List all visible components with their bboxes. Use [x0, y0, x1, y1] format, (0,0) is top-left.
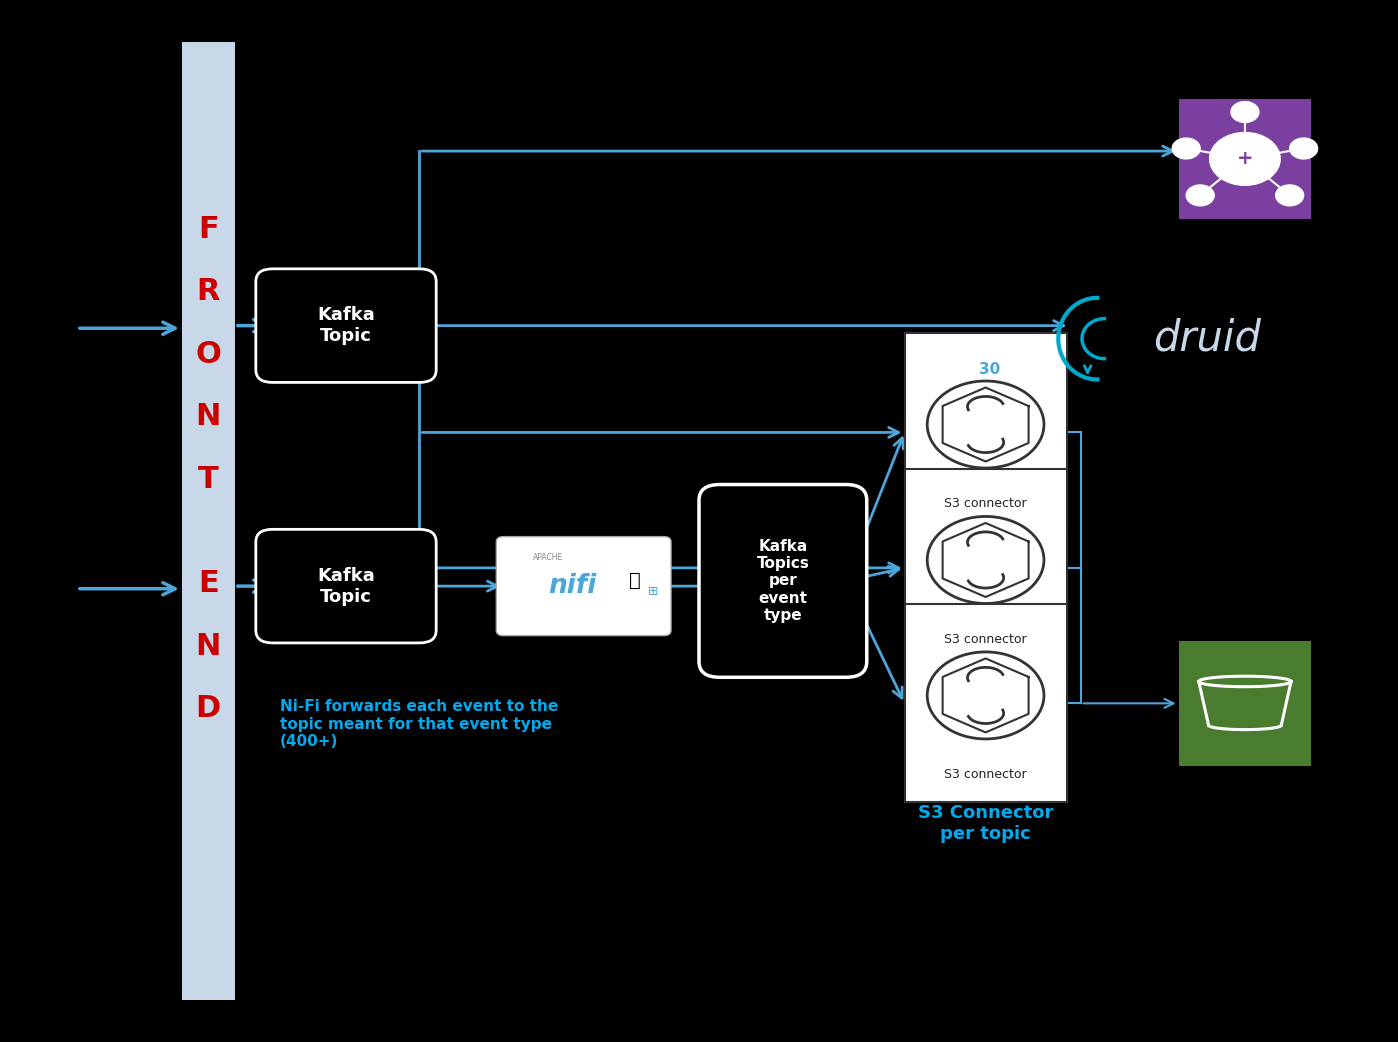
FancyBboxPatch shape	[182, 42, 235, 1000]
Text: Kafka
Topics
per
event
type: Kafka Topics per event type	[756, 539, 809, 623]
Text: S3 connector: S3 connector	[944, 768, 1028, 782]
FancyBboxPatch shape	[905, 604, 1067, 802]
Text: +: +	[1237, 149, 1253, 169]
Text: S3 connector: S3 connector	[944, 632, 1028, 646]
Circle shape	[1275, 185, 1303, 206]
Text: N: N	[196, 631, 221, 661]
Text: ⊞: ⊞	[647, 585, 658, 598]
Text: Kafka
Topic: Kafka Topic	[317, 567, 375, 605]
Text: E: E	[199, 569, 218, 598]
Text: nifi: nifi	[548, 573, 597, 599]
Text: Kafka
Topic: Kafka Topic	[317, 306, 375, 345]
Text: O: O	[196, 340, 221, 369]
Text: N: N	[196, 402, 221, 431]
Circle shape	[1186, 185, 1213, 206]
Circle shape	[1230, 101, 1258, 122]
Text: Ni-Fi forwards each event to the
topic meant for that event type
(400+): Ni-Fi forwards each event to the topic m…	[280, 699, 558, 749]
Circle shape	[1289, 139, 1317, 158]
FancyBboxPatch shape	[1179, 99, 1311, 219]
Circle shape	[1209, 133, 1281, 185]
FancyBboxPatch shape	[1179, 641, 1311, 766]
Text: D: D	[196, 694, 221, 723]
Circle shape	[1172, 139, 1199, 158]
Text: every: every	[916, 363, 965, 377]
FancyBboxPatch shape	[905, 469, 1067, 667]
Text: APACHE: APACHE	[533, 553, 563, 563]
Text: R: R	[197, 277, 219, 306]
Text: 💧: 💧	[629, 571, 642, 591]
FancyBboxPatch shape	[256, 529, 436, 643]
FancyBboxPatch shape	[699, 485, 867, 677]
FancyBboxPatch shape	[905, 333, 1067, 531]
FancyBboxPatch shape	[256, 269, 436, 382]
Text: min: min	[1011, 363, 1044, 377]
Text: S3 connector: S3 connector	[944, 497, 1028, 511]
Text: 30: 30	[979, 363, 1000, 377]
FancyBboxPatch shape	[496, 537, 671, 636]
Text: F: F	[199, 215, 218, 244]
Text: T: T	[199, 465, 218, 494]
Text: druid: druid	[1153, 318, 1261, 359]
Text: S3 Connector
per topic: S3 Connector per topic	[918, 803, 1053, 843]
